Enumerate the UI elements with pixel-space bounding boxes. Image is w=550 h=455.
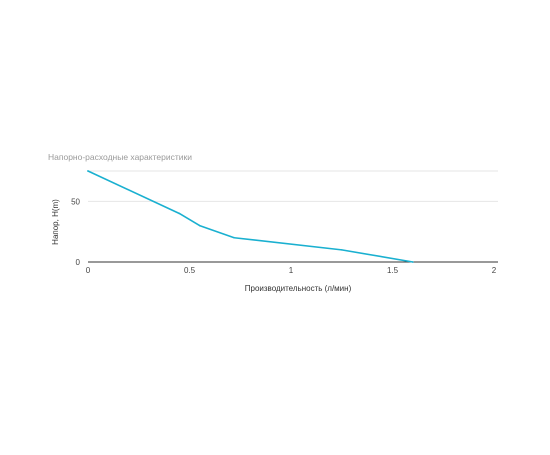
x-tick-label: 2	[492, 266, 497, 275]
data-point	[87, 170, 89, 172]
series-layer	[87, 170, 414, 263]
data-point	[412, 261, 414, 263]
y-axis-label: Напор, Н(m)	[51, 199, 60, 245]
data-point	[340, 249, 343, 251]
y-axis-ticks: 0 50	[71, 197, 80, 267]
grid-lines	[88, 170, 498, 263]
x-tick-label: 0.5	[184, 266, 196, 275]
x-tick-label: 1.5	[387, 266, 399, 275]
x-tick-label: 1	[289, 266, 294, 275]
y-tick-label: 0	[76, 258, 81, 267]
x-axis-ticks: 0 0.5 1 1.5 2	[86, 266, 497, 275]
data-point	[233, 236, 235, 239]
data-point	[198, 224, 201, 227]
data-point	[178, 212, 181, 215]
chart-title: Напорно-расходные характеристики	[48, 152, 192, 162]
x-tick-label: 0	[86, 266, 91, 275]
y-tick-label: 50	[71, 197, 80, 206]
x-axis-label: Производительность (л/мин)	[245, 284, 352, 293]
series-line	[87, 170, 414, 263]
